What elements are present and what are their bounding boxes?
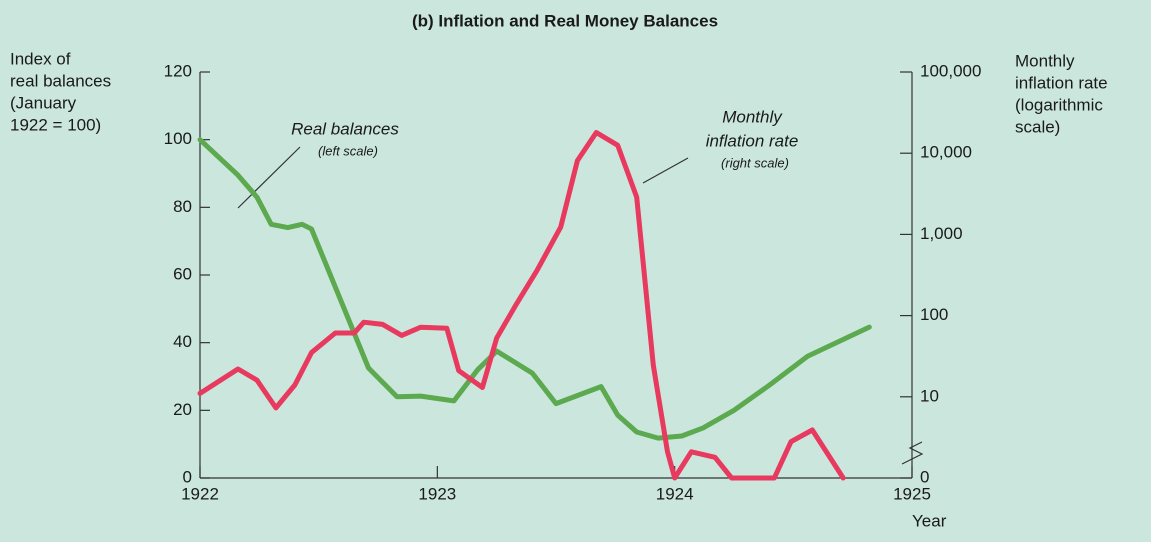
annotation: Real balances <box>291 119 399 138</box>
y-tick-label: 20 <box>173 400 192 419</box>
leader-line <box>237 146 301 209</box>
annotation-note: (right scale) <box>721 155 789 170</box>
x-tick-label: 1922 <box>181 484 219 503</box>
y2-tick-label: 10 <box>920 386 939 405</box>
y2-tick-label: 10,000 <box>920 143 972 162</box>
y2-tick-label: 1,000 <box>920 224 963 243</box>
y-tick-label: 120 <box>164 61 192 80</box>
x-tick-label: 1923 <box>418 484 456 503</box>
y2-axis-label: scale) <box>1015 117 1060 136</box>
y2-axis-label: inflation rate <box>1015 73 1108 92</box>
x-tick-label: 1924 <box>656 484 694 503</box>
annotation: inflation rate <box>706 131 799 150</box>
y2-axis-label: (logarithmic <box>1015 95 1103 114</box>
data-line <box>197 137 872 441</box>
y-axis-label: real balances <box>10 71 111 90</box>
y-axis-label: 1922 = 100) <box>10 115 101 134</box>
chart-title: (b) Inflation and Real Money Balances <box>412 11 718 30</box>
y2-tick-label: 100,000 <box>920 61 981 80</box>
y2-tick-label: 0 <box>920 467 929 486</box>
y2-axis-label: Monthly <box>1015 51 1075 70</box>
y-tick-label: 40 <box>173 332 192 351</box>
x-axis-label: Year <box>912 511 947 530</box>
x-tick-label: 1925 <box>893 484 931 503</box>
y-tick-label: 60 <box>173 264 192 283</box>
y-tick-label: 0 <box>183 467 192 486</box>
y-tick-label: 100 <box>164 129 192 148</box>
y-axis-label: (January <box>10 93 77 112</box>
y-tick-label: 80 <box>173 197 192 216</box>
annotation-note: (left scale) <box>318 143 378 158</box>
y-axis-label: Index of <box>10 49 71 68</box>
axis-break <box>901 441 924 465</box>
y2-tick-label: 100 <box>920 305 948 324</box>
annotation: Monthly <box>722 107 783 126</box>
leader-line <box>642 157 689 184</box>
data-line <box>197 130 846 481</box>
